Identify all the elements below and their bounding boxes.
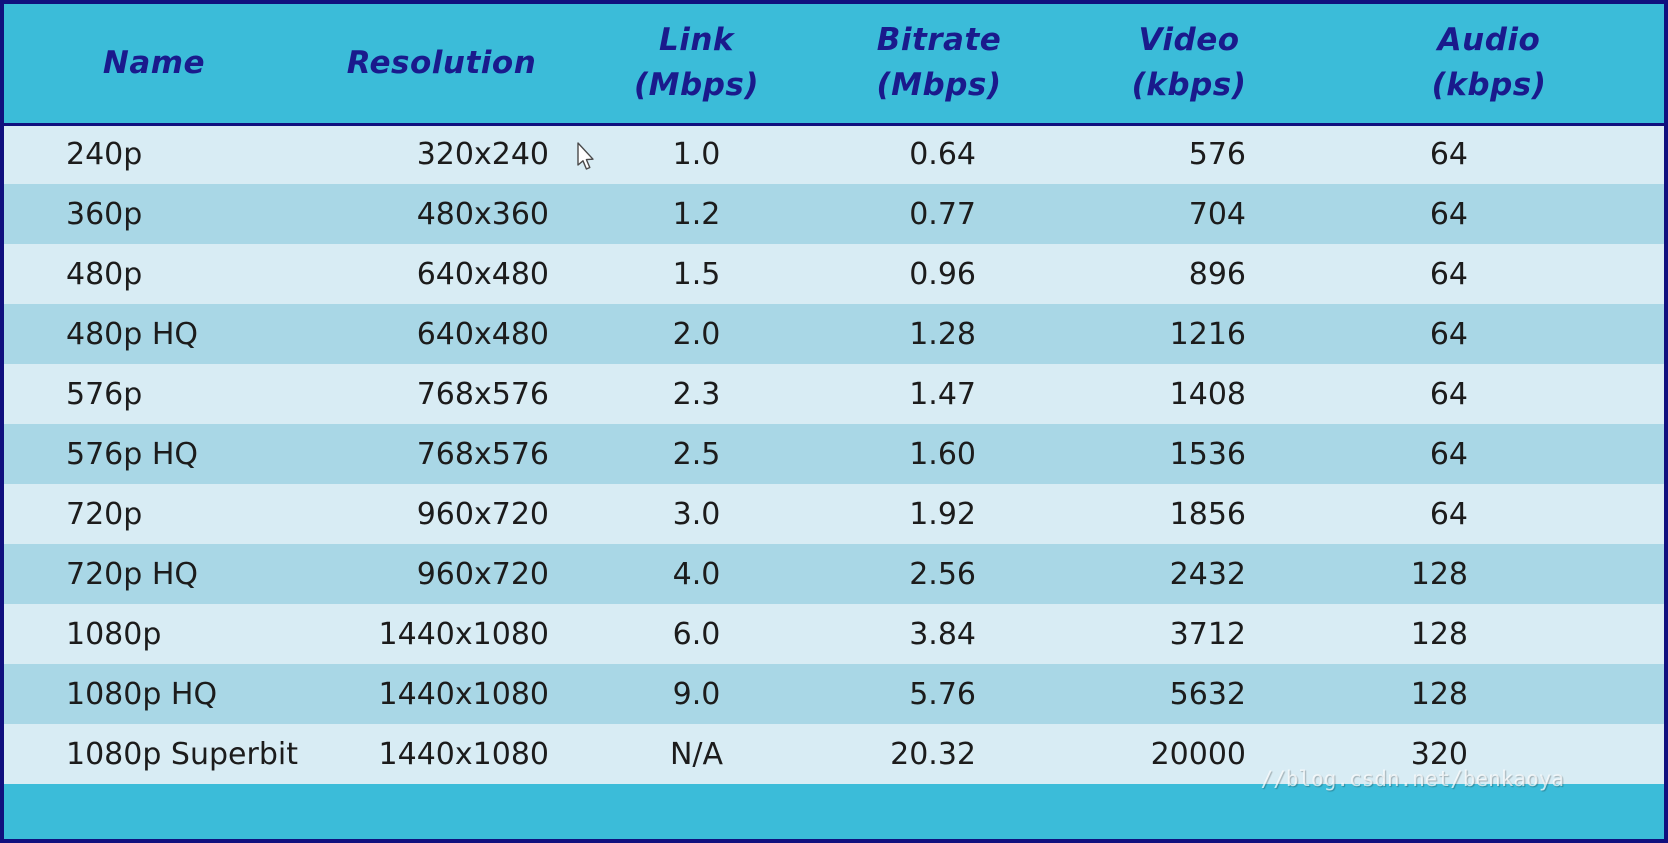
cell-link: 4.0 <box>672 556 721 592</box>
column-header-audio: Audio (kbps) <box>1314 4 1664 126</box>
cell-bitrate: 1.60 <box>909 436 976 472</box>
cell-name: 1080p <box>66 616 162 652</box>
cell-video: 2432 <box>1169 556 1246 592</box>
cell-name: 576p <box>66 376 143 412</box>
cell-link: 3.0 <box>672 496 721 532</box>
cell-audio: 64 <box>1429 137 1468 173</box>
cell-audio: 64 <box>1429 196 1468 232</box>
cell-video: 20000 <box>1150 736 1246 772</box>
cell-video: 1408 <box>1169 376 1246 412</box>
column-header-link: Link (Mbps) <box>579 4 814 126</box>
cell-bitrate: 1.28 <box>909 316 976 352</box>
cell-video: 1216 <box>1169 316 1246 352</box>
cell-link: 1.5 <box>672 256 721 292</box>
cell-audio: 320 <box>1410 736 1468 772</box>
table-row: 1080p Superbit 1440x1080 N/A 20.32 20000… <box>4 724 1664 784</box>
video-bitrate-table: Name Resolution Link (Mbps) Bitrate (Mbp… <box>4 4 1664 784</box>
cell-video: 704 <box>1188 196 1246 232</box>
table-row: 360p 480x360 1.2 0.77 704 64 <box>4 184 1664 244</box>
cell-resolution: 768x576 <box>416 376 549 412</box>
cell-name: 360p <box>66 196 143 232</box>
table-row: 1080p 1440x1080 6.0 3.84 3712 128 <box>4 604 1664 664</box>
cell-resolution: 640x480 <box>416 256 549 292</box>
cell-name: 1080p Superbit <box>66 736 298 772</box>
header-row: Name Resolution Link (Mbps) Bitrate (Mbp… <box>4 4 1664 126</box>
footer-strip <box>4 784 1664 839</box>
cell-name: 1080p HQ <box>66 676 218 712</box>
column-header-bitrate: Bitrate (Mbps) <box>814 4 1064 126</box>
table-row: 1080p HQ 1440x1080 9.0 5.76 5632 128 <box>4 664 1664 724</box>
cell-link: 2.5 <box>672 436 721 472</box>
cell-resolution: 1440x1080 <box>378 616 549 652</box>
cell-name: 480p HQ <box>66 316 199 352</box>
cell-resolution: 1440x1080 <box>378 736 549 772</box>
cell-link: 1.2 <box>672 196 721 232</box>
cell-link: 1.0 <box>672 137 721 173</box>
cell-bitrate: 1.47 <box>909 376 976 412</box>
cell-video: 5632 <box>1169 676 1246 712</box>
cell-bitrate: 20.32 <box>890 736 976 772</box>
cell-name: 576p HQ <box>66 436 199 472</box>
cell-audio: 64 <box>1429 256 1468 292</box>
cell-audio: 64 <box>1429 436 1468 472</box>
cell-resolution: 640x480 <box>416 316 549 352</box>
cell-resolution: 1440x1080 <box>378 676 549 712</box>
cell-resolution: 480x360 <box>416 196 549 232</box>
table-row: 576p HQ 768x576 2.5 1.60 1536 64 <box>4 424 1664 484</box>
cell-resolution: 320x240 <box>416 137 549 173</box>
cell-audio: 64 <box>1429 376 1468 412</box>
column-header-video: Video (kbps) <box>1064 4 1314 126</box>
cell-bitrate: 0.64 <box>909 137 976 173</box>
cell-audio: 64 <box>1429 496 1468 532</box>
cell-link: N/A <box>669 736 724 772</box>
table-row: 480p 640x480 1.5 0.96 896 64 <box>4 244 1664 304</box>
cell-resolution: 768x576 <box>416 436 549 472</box>
cell-bitrate: 1.92 <box>909 496 976 532</box>
cell-name: 720p <box>66 496 143 532</box>
cell-link: 9.0 <box>672 676 721 712</box>
table-row: 720p HQ 960x720 4.0 2.56 2432 128 <box>4 544 1664 604</box>
cell-bitrate: 3.84 <box>909 616 976 652</box>
cell-video: 1856 <box>1169 496 1246 532</box>
cell-name: 720p HQ <box>66 556 199 592</box>
cell-audio: 64 <box>1429 316 1468 352</box>
table-row: 720p 960x720 3.0 1.92 1856 64 <box>4 484 1664 544</box>
table-row: 480p HQ 640x480 2.0 1.28 1216 64 <box>4 304 1664 364</box>
cell-video: 576 <box>1188 137 1246 173</box>
cell-bitrate: 2.56 <box>909 556 976 592</box>
cell-link: 6.0 <box>672 616 721 652</box>
table-row: 240p 320x240 1.0 0.64 576 64 <box>4 124 1664 184</box>
table-body: 240p 320x240 1.0 0.64 576 64 360p 480x36… <box>4 124 1664 784</box>
cell-bitrate: 0.77 <box>909 196 976 232</box>
cell-bitrate: 5.76 <box>909 676 976 712</box>
cell-resolution: 960x720 <box>416 556 549 592</box>
column-header-resolution: Resolution <box>304 4 579 126</box>
cell-bitrate: 0.96 <box>909 256 976 292</box>
table-row: 576p 768x576 2.3 1.47 1408 64 <box>4 364 1664 424</box>
cell-audio: 128 <box>1410 556 1468 592</box>
cell-link: 2.3 <box>672 376 721 412</box>
cell-link: 2.0 <box>672 316 721 352</box>
cell-audio: 128 <box>1410 616 1468 652</box>
cell-name: 240p <box>66 137 143 173</box>
cell-video: 896 <box>1188 256 1246 292</box>
cell-resolution: 960x720 <box>416 496 549 532</box>
cell-video: 1536 <box>1169 436 1246 472</box>
cell-video: 3712 <box>1169 616 1246 652</box>
cell-audio: 128 <box>1410 676 1468 712</box>
column-header-name: Name <box>4 4 304 126</box>
cell-name: 480p <box>66 256 143 292</box>
